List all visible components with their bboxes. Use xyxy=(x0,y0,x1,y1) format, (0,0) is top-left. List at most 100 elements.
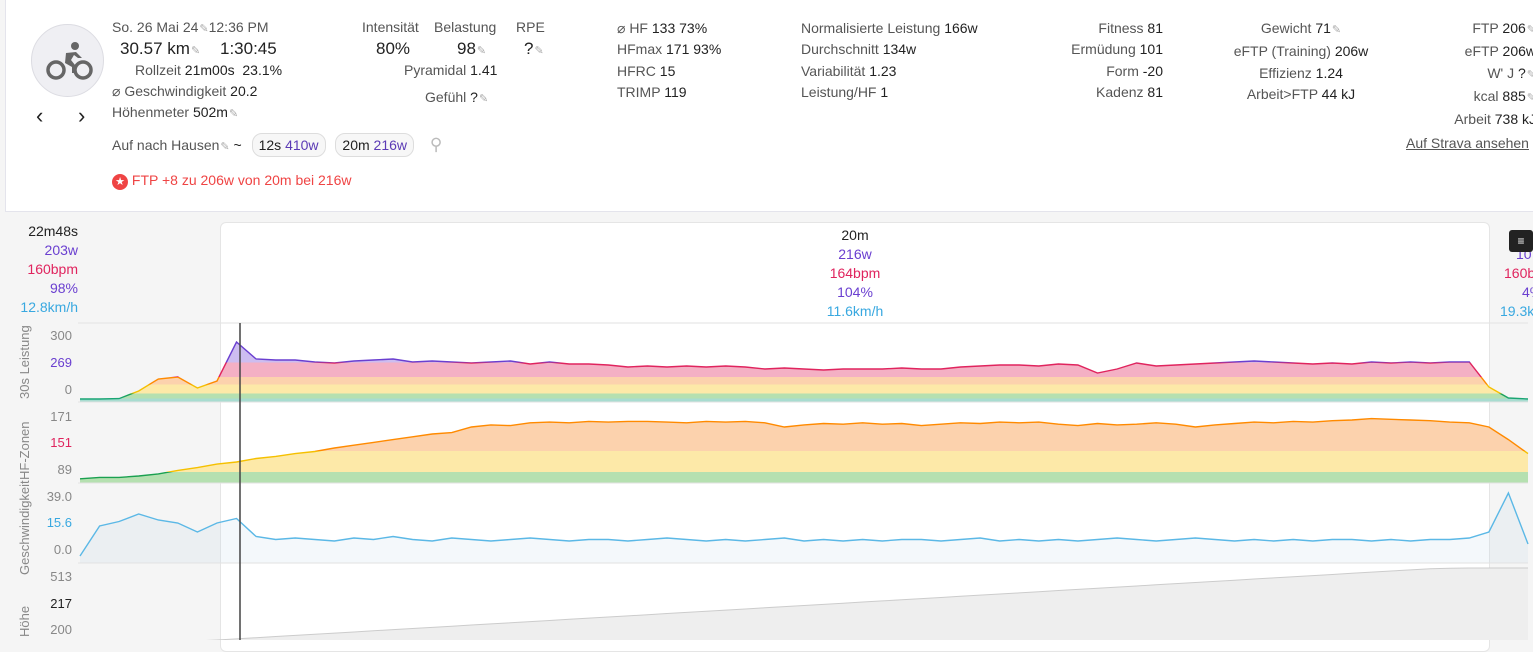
stat-label: Variabilität xyxy=(801,62,866,79)
stat-label: ⌀ HF xyxy=(617,20,648,36)
right-speed: 19.3k xyxy=(1500,303,1533,319)
edit-name-icon[interactable]: ✎ xyxy=(220,141,230,153)
edit-distance-icon[interactable]: ✎ xyxy=(190,45,201,57)
stat-label: FTP xyxy=(1472,20,1499,36)
search-icon[interactable]: ⚲ xyxy=(429,135,443,154)
stat-label: Kadenz xyxy=(1096,83,1144,100)
tilde: ~ xyxy=(233,137,242,153)
feeling-value: ? xyxy=(470,89,478,105)
stat-value: 206 xyxy=(1502,20,1526,36)
edit-icon[interactable]: ✎ xyxy=(1526,24,1533,36)
stat-value: 133 73% xyxy=(651,20,708,36)
rollzeit-pct: 23.1% xyxy=(242,62,283,78)
stat-label: Fitness xyxy=(1098,20,1144,36)
y-tick-label: 217 xyxy=(50,596,72,611)
rollzeit-value: 21m00s xyxy=(184,62,235,78)
stat-value: 44 kJ xyxy=(1321,85,1356,102)
edit-elevation-icon[interactable]: ✎ xyxy=(228,108,239,120)
edit-load-icon[interactable]: ✎ xyxy=(476,45,487,57)
stat-item: Variabilität 1.23 xyxy=(801,61,978,82)
cursor-speed: 12.8km/h xyxy=(20,299,78,315)
selection-power: 216w xyxy=(838,246,872,262)
edit-date-icon[interactable]: ✎ xyxy=(199,23,209,35)
stat-value: 885 xyxy=(1502,87,1526,104)
stat-item: ⌀ HF 133 73% xyxy=(617,18,721,39)
stat-label: Durchschnitt xyxy=(801,41,879,58)
stat-value: 1 xyxy=(880,83,889,100)
stat-item: Leistung/HF 1 xyxy=(801,82,978,103)
stat-item: Form -20 xyxy=(1043,61,1163,82)
series-line xyxy=(80,340,1529,400)
notes-icon[interactable]: ≡ xyxy=(1509,230,1533,252)
distance: 30.57 km xyxy=(120,39,190,58)
chip-watts: 410w xyxy=(285,137,319,153)
cursor-time: 22m48s xyxy=(28,223,78,239)
stat-value: 15 xyxy=(659,62,676,79)
stat-value: 206w xyxy=(1334,43,1369,60)
stat-item: HFRC 15 xyxy=(617,61,721,82)
y-tick-label: 269 xyxy=(50,355,72,370)
edit-icon[interactable]: ✎ xyxy=(1526,68,1533,81)
stat-item: TRIMP 119 xyxy=(617,82,721,103)
y-tick-label: 151 xyxy=(50,435,72,450)
chip-watts: 216w xyxy=(373,137,408,153)
edit-feeling-icon[interactable]: ✎ xyxy=(478,93,489,105)
edit-rpe-icon[interactable]: ✎ xyxy=(534,45,544,57)
elevation-label: Höhenmeter xyxy=(112,104,190,120)
peak-chip-12s[interactable]: 12s 410w xyxy=(251,133,326,157)
stat-item: Gewicht 71✎ xyxy=(1221,18,1381,41)
next-activity-button[interactable]: › xyxy=(78,103,86,128)
speed-label: ⌀ Geschwindigkeit xyxy=(112,83,227,99)
series-area xyxy=(80,418,1528,483)
stat-value: 101 xyxy=(1139,41,1163,58)
stat-item: Ermüdung 101 xyxy=(1043,39,1163,60)
rpe-label: RPE xyxy=(516,19,545,35)
stat-label: Arbeit>FTP xyxy=(1246,85,1318,102)
activity-header: ‹ › So. 26 Mai 24✎12:36 PM 30.57 km✎ 1:3… xyxy=(5,0,1533,212)
y-tick-label: 0 xyxy=(64,382,72,397)
cycling-icon xyxy=(31,24,104,97)
y-tick-label: 200 xyxy=(50,622,72,637)
stat-item: kcal 885✎ xyxy=(1411,86,1533,109)
stat-value: 166w xyxy=(944,20,978,36)
stat-label: Ermüdung xyxy=(1071,41,1136,58)
previous-activity-button[interactable]: ‹ xyxy=(36,103,44,128)
stat-label: eFTP (Training) xyxy=(1233,43,1331,60)
fitness-stats: Fitness 81 Ermüdung 101 Form -20 Kadenz 81 xyxy=(1043,18,1163,103)
peak-chip-20m[interactable]: 20m 216w xyxy=(335,133,415,157)
stat-label: W' J xyxy=(1487,64,1515,81)
stat-value: ? xyxy=(1517,64,1526,81)
stat-item: FTP 206✎ xyxy=(1411,18,1533,41)
y-tick-label: 300 xyxy=(50,328,72,343)
stat-item: Kadenz 81 xyxy=(1043,82,1163,103)
cursor-readout: 22m48s 203w 160bpm 98% 12.8km/h xyxy=(0,222,78,317)
stat-value: 738 kJ xyxy=(1494,111,1533,128)
star-icon: ★ xyxy=(112,174,128,190)
edit-icon[interactable]: ✎ xyxy=(1331,24,1342,36)
selection-speed: 11.6km/h xyxy=(826,303,884,319)
rollzeit-label: Rollzeit xyxy=(135,62,181,78)
right-hr: 160b xyxy=(1504,265,1533,281)
stat-value: 81 xyxy=(1147,20,1163,36)
stat-value: 81 xyxy=(1147,83,1163,100)
ftp-message: FTP +8 zu 206w von 20m bei 216w xyxy=(131,172,352,188)
selection-readout: 20m 216w 164bpm 104% 11.6km/h xyxy=(760,226,950,321)
cursor-hr: 160bpm xyxy=(27,261,78,277)
cursor-pct: 98% xyxy=(49,280,78,296)
series-line xyxy=(79,417,1529,480)
strava-link[interactable]: Auf Strava ansehen xyxy=(1406,135,1529,151)
intensity-value: 80% xyxy=(376,39,411,58)
y-tick-label: 513 xyxy=(50,569,72,584)
stat-value: 1.23 xyxy=(869,62,897,79)
edit-icon[interactable]: ✎ xyxy=(1526,91,1533,104)
stat-item: eFTP 206w xyxy=(1411,41,1533,62)
pyramidal-value: 1.41 xyxy=(470,62,498,78)
activity-name[interactable]: Auf nach Hausen xyxy=(112,137,220,153)
stat-label: Form xyxy=(1106,62,1139,79)
stat-value: 71 xyxy=(1315,20,1331,36)
intensity-label: Intensität xyxy=(362,19,419,35)
stat-value: 119 xyxy=(664,83,687,100)
hr-stats: ⌀ HF 133 73% HFmax 171 93% HFRC 15 TRIMP 11… xyxy=(617,18,721,103)
stat-value: 171 93% xyxy=(666,41,722,58)
